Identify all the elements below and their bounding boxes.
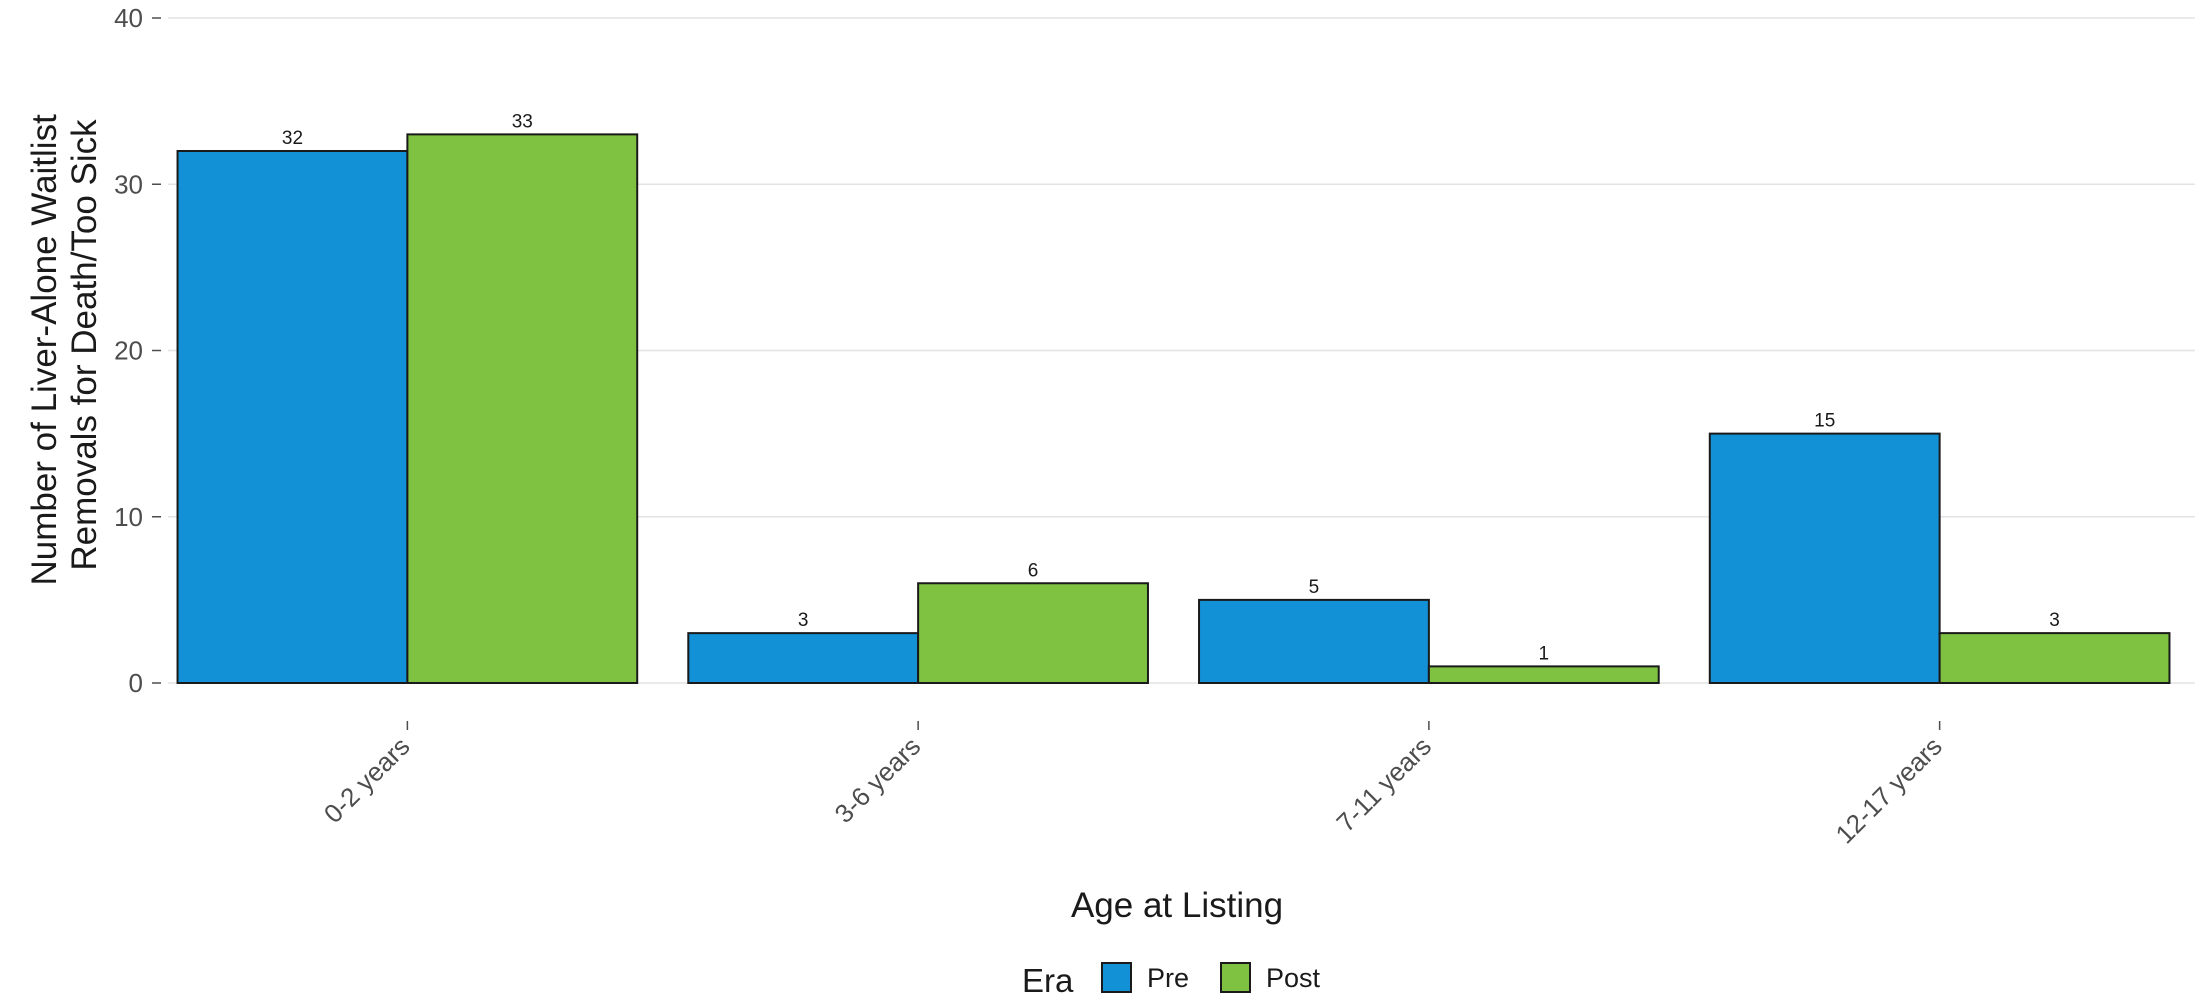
bar-pre-2 bbox=[1198, 598, 1430, 684]
y-axis-title-line-1: Number of Liver-Alone Waitlist bbox=[25, 114, 64, 586]
bar-value-label: 5 bbox=[1309, 577, 1320, 598]
bar-value-label: 6 bbox=[1028, 560, 1039, 581]
legend-label-post: Post bbox=[1266, 963, 1321, 993]
bar-value-label: 15 bbox=[1814, 411, 1835, 432]
x-axis: 0-2 years 3-6 years 7-11 years 12-17 years bbox=[318, 721, 1948, 849]
bar-value-label: 33 bbox=[512, 111, 533, 132]
x-tick-label: 7-11 years bbox=[1330, 731, 1437, 838]
legend-swatch-post bbox=[1220, 962, 1251, 993]
legend: Era Pre Post bbox=[1022, 962, 1321, 999]
bar-pre-0 bbox=[176, 150, 409, 684]
bar-post-0 bbox=[406, 133, 639, 684]
x-tick-label: 12-17 years bbox=[1830, 731, 1948, 849]
y-axis-title-line-2: Removals for Death/Too Sick bbox=[65, 119, 104, 571]
y-tick-label: 10 bbox=[114, 502, 143, 532]
bar-post-2 bbox=[1427, 665, 1660, 684]
x-tick-label: 3-6 years bbox=[829, 731, 927, 829]
bar-value-label: 3 bbox=[798, 610, 809, 631]
bar-pre-3 bbox=[1708, 432, 1941, 684]
y-axis: 0 10 20 30 40 bbox=[114, 3, 161, 698]
bar-value-label: 3 bbox=[2049, 610, 2060, 631]
x-tick-label: 0-2 years bbox=[318, 731, 416, 829]
legend-title: Era bbox=[1022, 962, 1074, 999]
bar-post-3 bbox=[1938, 632, 2171, 684]
bar-value-label: 1 bbox=[1539, 643, 1550, 664]
bars bbox=[176, 133, 2171, 684]
bar-post-1 bbox=[917, 582, 1149, 684]
legend-swatch-pre bbox=[1101, 962, 1132, 993]
y-tick-label: 40 bbox=[114, 3, 143, 33]
bar-value-label: 32 bbox=[282, 128, 303, 149]
x-axis-title: Age at Listing bbox=[1071, 886, 1283, 925]
y-tick-label: 30 bbox=[114, 169, 143, 199]
y-axis-title: Number of Liver-Alone Waitlist Removals … bbox=[25, 104, 104, 585]
y-tick-label: 0 bbox=[129, 668, 143, 698]
legend-label-pre: Pre bbox=[1147, 963, 1189, 993]
y-tick-label: 20 bbox=[114, 336, 143, 366]
bar-pre-1 bbox=[687, 632, 920, 684]
